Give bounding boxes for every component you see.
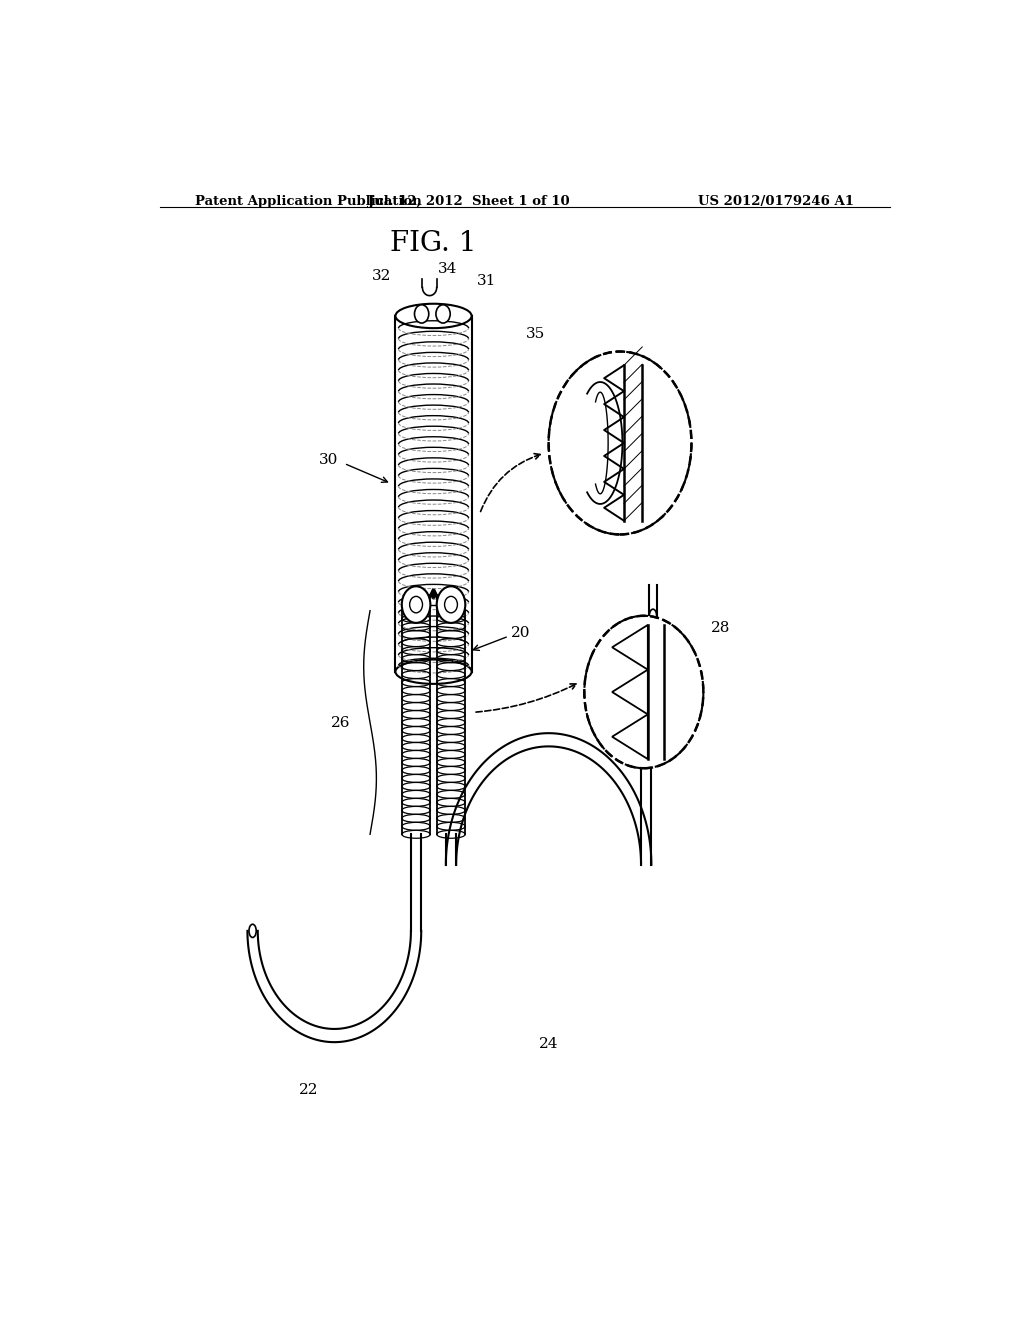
Circle shape (444, 597, 458, 612)
Text: 35: 35 (525, 327, 545, 342)
Text: 22: 22 (299, 1082, 318, 1097)
Text: 20: 20 (511, 626, 530, 640)
Ellipse shape (395, 304, 472, 329)
Text: Jul. 12, 2012  Sheet 1 of 10: Jul. 12, 2012 Sheet 1 of 10 (369, 195, 570, 209)
Ellipse shape (395, 660, 472, 684)
Text: FIG. 1: FIG. 1 (390, 230, 477, 256)
Circle shape (401, 586, 430, 623)
Text: 30: 30 (318, 453, 338, 467)
Circle shape (436, 305, 451, 323)
Text: US 2012/0179246 A1: US 2012/0179246 A1 (698, 195, 854, 209)
Circle shape (415, 305, 429, 323)
Circle shape (549, 351, 691, 535)
Circle shape (436, 586, 465, 623)
Text: 31: 31 (477, 275, 497, 289)
Circle shape (634, 640, 658, 673)
Circle shape (585, 615, 703, 768)
Text: 26: 26 (331, 715, 350, 730)
Text: 32: 32 (373, 269, 391, 284)
Ellipse shape (649, 609, 656, 623)
Text: 34: 34 (437, 263, 457, 276)
Text: 28: 28 (712, 620, 731, 635)
Circle shape (410, 597, 423, 612)
Ellipse shape (249, 924, 256, 937)
Text: 24: 24 (539, 1038, 558, 1051)
Text: Patent Application Publication: Patent Application Publication (196, 195, 422, 209)
